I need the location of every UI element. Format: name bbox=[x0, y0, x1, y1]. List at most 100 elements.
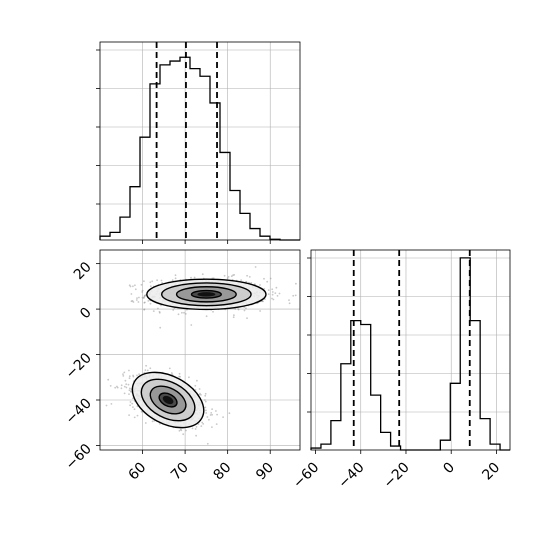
scatter-point bbox=[124, 393, 126, 395]
scatter-point bbox=[172, 309, 174, 311]
scatter-point bbox=[185, 430, 187, 432]
scatter-point bbox=[138, 297, 140, 299]
scatter-point bbox=[237, 308, 239, 310]
x-tick-label: −60 bbox=[290, 460, 322, 492]
scatter-point bbox=[216, 423, 218, 425]
scatter-point bbox=[143, 302, 145, 304]
scatter-point bbox=[277, 295, 279, 297]
scatter-point bbox=[159, 327, 161, 329]
scatter-point bbox=[122, 375, 124, 377]
scatter-point bbox=[150, 285, 152, 287]
scatter-point bbox=[125, 380, 127, 382]
scatter-point bbox=[138, 373, 140, 375]
scatter-point bbox=[222, 416, 224, 418]
scatter-point bbox=[151, 280, 153, 282]
scatter-point bbox=[216, 414, 218, 416]
scatter-point bbox=[157, 308, 159, 310]
scatter-point bbox=[172, 279, 174, 281]
scatter-point bbox=[123, 372, 125, 374]
scatter-point bbox=[273, 299, 275, 301]
histogram-step-line bbox=[311, 258, 510, 450]
scatter-point bbox=[207, 416, 209, 418]
scatter-point bbox=[132, 406, 134, 408]
scatter-point bbox=[188, 376, 190, 378]
scatter-point bbox=[244, 310, 246, 312]
scatter-point bbox=[134, 284, 136, 286]
scatter-point bbox=[179, 430, 181, 432]
scatter-point bbox=[124, 386, 126, 388]
scatter-point bbox=[129, 377, 131, 379]
scatter-point bbox=[274, 292, 276, 294]
scatter-point bbox=[129, 404, 131, 406]
scatter-point bbox=[111, 403, 113, 405]
scatter-point bbox=[194, 385, 196, 387]
scatter-point bbox=[205, 410, 207, 412]
scatter-point bbox=[145, 422, 147, 424]
scatter-point bbox=[195, 428, 197, 430]
scatter-point bbox=[136, 299, 138, 301]
x-tick-label: 60 bbox=[125, 460, 149, 484]
scatter-point bbox=[185, 313, 187, 315]
scatter-point bbox=[121, 387, 123, 389]
scatter-point bbox=[169, 368, 171, 370]
scatter-point bbox=[133, 376, 135, 378]
histogram-panel-y: −60 −40 −20 0 20 bbox=[290, 250, 510, 492]
scatter-point bbox=[266, 281, 268, 283]
scatter-point bbox=[179, 373, 181, 375]
x-tick-label: −20 bbox=[381, 460, 413, 492]
scatter-point bbox=[211, 426, 213, 428]
y-tick-label: −20 bbox=[63, 350, 95, 382]
x-tick-label: −40 bbox=[335, 460, 367, 492]
scatter-point bbox=[183, 312, 185, 314]
y-tick-label: 20 bbox=[71, 259, 95, 283]
scatter-point bbox=[181, 312, 183, 314]
scatter-point bbox=[233, 314, 235, 316]
scatter-point bbox=[129, 388, 131, 390]
scatter-point bbox=[144, 296, 146, 298]
density-cluster bbox=[147, 279, 266, 309]
scatter-point bbox=[145, 365, 147, 367]
scatter-point bbox=[259, 310, 261, 312]
scatter-point bbox=[208, 419, 210, 421]
scatter-point bbox=[211, 408, 213, 410]
scatter-point bbox=[262, 301, 264, 303]
scatter-point bbox=[110, 385, 112, 387]
scatter-point bbox=[231, 275, 233, 277]
scatter-point bbox=[246, 317, 248, 319]
scatter-point bbox=[292, 295, 294, 297]
scatter-point bbox=[270, 278, 272, 280]
density-cluster bbox=[123, 361, 213, 439]
scatter-point bbox=[106, 405, 108, 407]
scatter-point bbox=[131, 293, 133, 295]
scatter-point bbox=[268, 293, 270, 295]
scatter-point bbox=[289, 302, 291, 304]
scatter-point bbox=[152, 421, 154, 423]
scatter-point bbox=[128, 370, 130, 372]
scatter-point bbox=[143, 309, 145, 311]
scatter-point bbox=[180, 429, 182, 431]
scatter-point bbox=[215, 410, 217, 412]
histogram-panel-x bbox=[96, 42, 300, 244]
scatter-point bbox=[141, 284, 143, 286]
scatter-point bbox=[240, 279, 242, 281]
scatter-point bbox=[259, 284, 261, 286]
scatter-point bbox=[147, 300, 149, 302]
scatter-point bbox=[205, 393, 207, 395]
scatter-point bbox=[246, 275, 248, 277]
scatter-point bbox=[135, 288, 137, 290]
scatter-point bbox=[171, 372, 173, 374]
scatter-point bbox=[206, 315, 208, 317]
scatter-point bbox=[190, 324, 192, 326]
scatter-point bbox=[132, 285, 134, 287]
scatter-point bbox=[131, 300, 133, 302]
density-peak bbox=[197, 292, 215, 296]
scatter-point bbox=[129, 389, 131, 391]
scatter-point bbox=[200, 394, 202, 396]
scatter-point bbox=[149, 367, 151, 369]
scatter-point bbox=[211, 414, 213, 416]
x-tick-label: 20 bbox=[479, 460, 503, 484]
scatter-point bbox=[142, 297, 144, 299]
scatter-point bbox=[268, 289, 270, 291]
scatter-density-panel: 60 70 80 90 −60 −40 −20 0 20 bbox=[63, 250, 300, 483]
